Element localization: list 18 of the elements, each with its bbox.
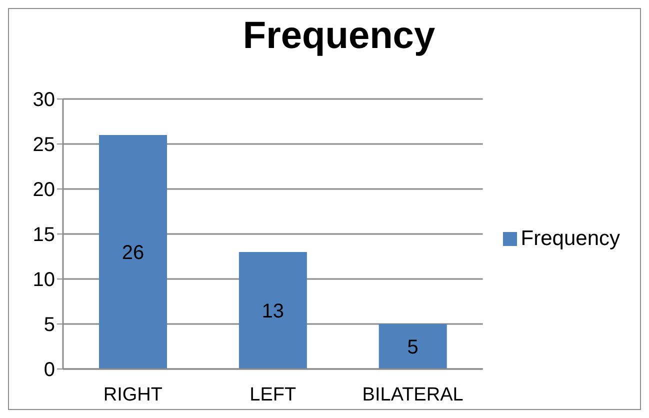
- y-tick-label: 20: [32, 179, 55, 202]
- bar: [378, 324, 447, 369]
- y-tick-label: 15: [32, 224, 55, 246]
- chart-title: Frequency: [242, 15, 436, 58]
- x-tick-label: BILATERAL: [362, 384, 464, 406]
- legend-label: Frequency: [520, 227, 620, 250]
- data-label: 26: [122, 242, 144, 264]
- y-tick-label: 10: [32, 269, 55, 292]
- bar: [238, 252, 307, 369]
- bar: [99, 135, 167, 369]
- x-tick-label: RIGHT: [103, 384, 163, 406]
- y-tick-label: 5: [44, 314, 55, 336]
- x-tick-label: LEFT: [250, 384, 297, 406]
- data-label: 13: [262, 300, 284, 323]
- y-tick-label: 30: [32, 89, 55, 112]
- y-tick-label: 0: [44, 359, 55, 382]
- y-tick-label: 25: [32, 134, 55, 156]
- data-label: 5: [407, 336, 418, 359]
